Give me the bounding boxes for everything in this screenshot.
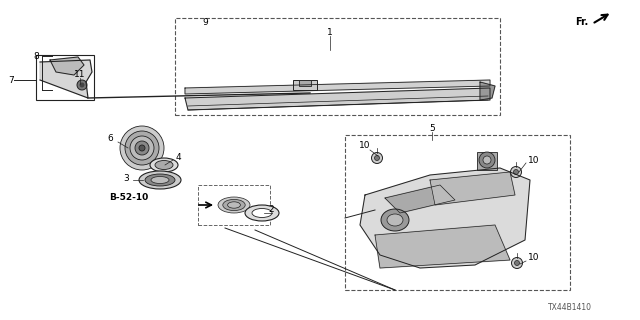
Polygon shape: [185, 80, 490, 94]
Bar: [36, 55, 94, 100]
Text: 10: 10: [528, 156, 540, 164]
Polygon shape: [360, 168, 530, 268]
Text: TX44B1410: TX44B1410: [548, 303, 592, 313]
Circle shape: [79, 83, 84, 87]
Polygon shape: [430, 172, 515, 205]
Text: 11: 11: [74, 69, 86, 78]
Text: 10: 10: [528, 253, 540, 262]
Polygon shape: [385, 185, 455, 213]
Circle shape: [120, 126, 164, 170]
Ellipse shape: [150, 158, 178, 172]
Polygon shape: [40, 60, 92, 98]
Polygon shape: [50, 57, 84, 75]
Bar: [345, 135, 570, 290]
Text: 10: 10: [359, 140, 371, 149]
Circle shape: [130, 136, 154, 160]
Bar: [477, 152, 497, 170]
Ellipse shape: [228, 202, 241, 208]
Text: 8: 8: [33, 52, 39, 60]
Circle shape: [135, 141, 149, 155]
Text: 5: 5: [429, 124, 435, 132]
Ellipse shape: [223, 199, 245, 211]
Text: 1: 1: [327, 28, 333, 36]
Text: B-52-10: B-52-10: [109, 194, 148, 203]
Ellipse shape: [145, 174, 175, 186]
Text: 9: 9: [202, 18, 208, 27]
Text: 7: 7: [8, 76, 14, 84]
Text: 2: 2: [268, 205, 274, 214]
Ellipse shape: [381, 209, 409, 231]
Polygon shape: [185, 88, 490, 110]
Circle shape: [515, 260, 520, 266]
Text: 3: 3: [123, 173, 129, 182]
Ellipse shape: [155, 161, 173, 170]
Circle shape: [77, 80, 87, 90]
Circle shape: [483, 156, 491, 164]
Bar: [175, 18, 500, 115]
Polygon shape: [480, 82, 495, 100]
Ellipse shape: [151, 177, 169, 183]
Bar: [293, 80, 317, 90]
Text: 4: 4: [175, 153, 181, 162]
Ellipse shape: [139, 171, 181, 189]
Circle shape: [139, 145, 145, 151]
Ellipse shape: [245, 205, 279, 221]
Ellipse shape: [252, 209, 272, 218]
Circle shape: [511, 258, 522, 268]
Circle shape: [374, 156, 380, 161]
Circle shape: [513, 170, 518, 174]
Ellipse shape: [387, 214, 403, 226]
Bar: [299, 80, 311, 86]
Bar: [198, 185, 270, 225]
Ellipse shape: [218, 197, 250, 213]
Circle shape: [371, 153, 383, 164]
Text: Fr.: Fr.: [575, 17, 588, 27]
Circle shape: [511, 166, 522, 178]
Polygon shape: [375, 225, 510, 268]
Circle shape: [479, 152, 495, 168]
Text: 6: 6: [107, 133, 113, 142]
Circle shape: [125, 131, 159, 165]
